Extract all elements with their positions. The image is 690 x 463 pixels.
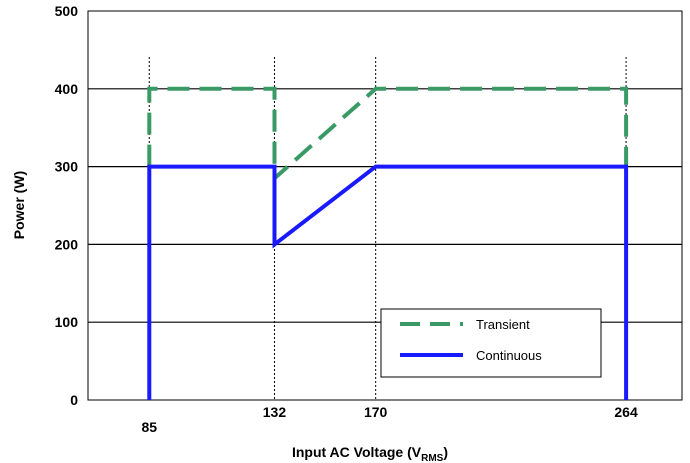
y-axis-title: Power (W) xyxy=(11,171,27,239)
y-tick-label-2: 200 xyxy=(55,236,79,252)
x-tick-label-170: 170 xyxy=(364,404,388,420)
x-tick-label-132: 132 xyxy=(263,404,287,420)
y-tick-labels: 0 100 200 300 400 500 xyxy=(55,3,79,408)
y-tick-label-4: 400 xyxy=(55,81,79,97)
series-line-continuous xyxy=(147,164,629,400)
x-tick-label-85: 85 xyxy=(141,419,157,435)
x-axis-title-main: Input AC Voltage (V xyxy=(292,444,422,460)
x-axis-title-subscript: RMS xyxy=(421,453,444,463)
legend-label-transient: Transient xyxy=(476,317,530,332)
y-tick-label-1: 100 xyxy=(55,314,79,330)
y-tick-label-0: 0 xyxy=(70,392,78,408)
legend-label-continuous: Continuous xyxy=(476,348,542,363)
x-axis-title: Input AC Voltage (VRMS) xyxy=(292,444,448,463)
x-axis-title-close: ) xyxy=(443,444,448,460)
legend: Transient Continuous xyxy=(380,308,602,378)
y-tick-label-3: 300 xyxy=(55,159,79,175)
series-layer xyxy=(147,86,629,400)
legend-box xyxy=(380,308,602,378)
x-tick-label-264: 264 xyxy=(614,404,638,420)
x-tick-labels: 85 132 170 264 xyxy=(141,404,637,435)
y-tick-label-5: 500 xyxy=(55,3,79,19)
